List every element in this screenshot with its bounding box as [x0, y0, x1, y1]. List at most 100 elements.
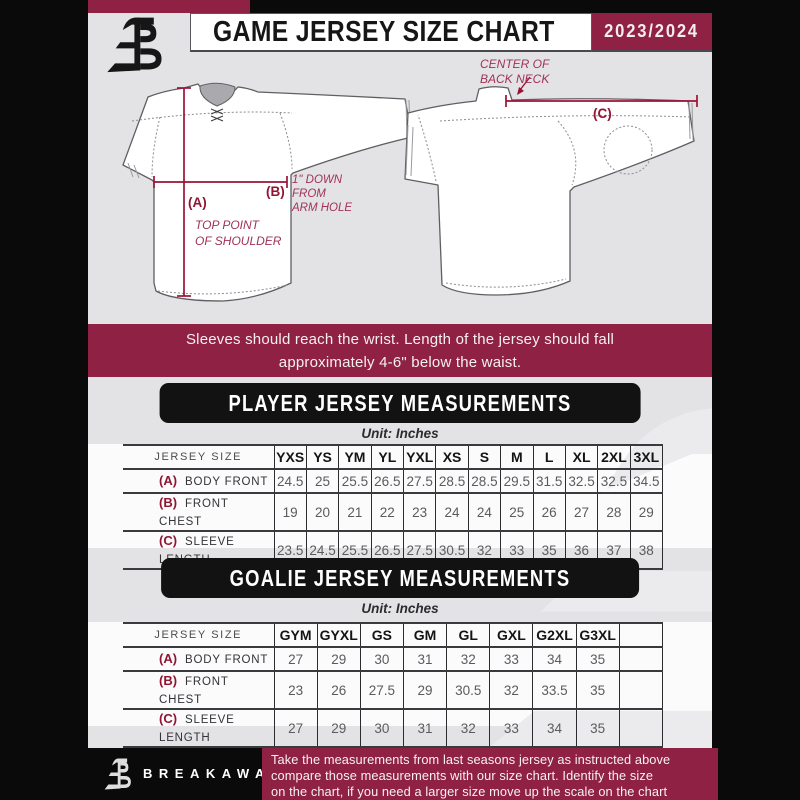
- note-a-line1: TOP POINT: [195, 218, 261, 232]
- value-cell: 33: [489, 646, 534, 672]
- note-b-line1: 1" DOWN: [292, 174, 343, 186]
- value-cell: 30.5: [446, 670, 491, 710]
- value-cell: 32: [446, 708, 491, 748]
- measurement-table: JERSEY SIZE YXS YS YM YL YXL XS S M L XL 2XL 3XL (A) B…: [123, 444, 664, 570]
- front-jersey-outline: [122, 82, 413, 302]
- table-row: (C) SLEEVE LENGTH 27 29 30 31 32 33 34 35: [123, 708, 664, 748]
- value-cell: 29: [402, 670, 448, 710]
- value-cell: 29: [629, 492, 664, 532]
- measure-line-c: [505, 95, 698, 107]
- label-c: (C): [593, 106, 612, 121]
- value-cell: 32: [489, 670, 534, 710]
- measurement-table: JERSEY SIZE GYM GYXL GS GM GL GXL G2XL G3XL (A) BO…: [123, 622, 664, 748]
- row-key: (B): [159, 673, 178, 688]
- goalie-section-title: GOALIE JERSEY MEASUREMENTS: [229, 564, 571, 591]
- season-box: 2023/2024: [592, 13, 712, 52]
- row-label-cell: (A) BODY FRONT: [123, 468, 274, 494]
- footer-line3: on the chart, if you need a larger size …: [271, 783, 668, 799]
- player-section-title: PLAYER JERSEY MEASUREMENTS: [228, 389, 572, 416]
- jersey-size-header-cell: JERSEY SIZE: [123, 622, 274, 648]
- value-cell: 32.5: [564, 468, 599, 494]
- value-cell: 26: [532, 492, 566, 532]
- value-cell: 24: [467, 492, 502, 532]
- size-header-cell: YS: [305, 444, 340, 470]
- back-jersey-seams: [417, 114, 693, 288]
- player-section-banner: PLAYER JERSEY MEASUREMENTS: [159, 383, 641, 423]
- value-cell: 30: [359, 708, 404, 748]
- table-row: (B) FRONT CHEST 19 20 21 22 23 24 24 25 26 27 28 29: [123, 492, 664, 532]
- value-cell: 30: [359, 646, 404, 672]
- value-cell: 29.5: [500, 468, 534, 494]
- brand-name: BREAKAWAY: [143, 766, 285, 781]
- value-cell: 25: [500, 492, 534, 532]
- size-header-cell: 2XL: [597, 444, 631, 470]
- table-row: (B) FRONT CHEST 23 26 27.5 29 30.5 32 33.5 35: [123, 670, 664, 710]
- footer-line2: compare those measurements with our size…: [271, 767, 654, 783]
- label-a: (A): [188, 195, 207, 210]
- footer-bar: BREAKAWAY Take the measurements from las…: [0, 748, 800, 800]
- note-c-line2: BACK NECK: [480, 72, 550, 86]
- value-cell: [618, 670, 664, 710]
- size-header-cell: YXL: [402, 444, 437, 470]
- size-header-cell: GS: [359, 622, 404, 648]
- fit-notice-line2: approximately 4-6" below the waist.: [278, 353, 522, 371]
- player-measurements-table: JERSEY SIZE YXS YS YM YL YXL XS S M L XL 2XL 3XL (A) B…: [123, 444, 664, 570]
- size-header-cell: [618, 622, 664, 648]
- value-cell: 27: [564, 492, 599, 532]
- row-key: (C): [159, 533, 178, 548]
- size-header-cell: GM: [402, 622, 448, 648]
- value-cell: 31.5: [532, 468, 566, 494]
- value-cell: 28.5: [467, 468, 502, 494]
- size-header-cell: XS: [435, 444, 469, 470]
- row-label-cell: (B) FRONT CHEST: [123, 492, 274, 532]
- size-header-cell: GYXL: [316, 622, 361, 648]
- note-b-line2: FROM: [292, 188, 326, 200]
- value-cell: 31: [402, 708, 448, 748]
- value-cell: 31: [402, 646, 448, 672]
- row-key: (B): [159, 495, 178, 510]
- label-b: (B): [266, 184, 285, 199]
- fit-notice-line1: Sleeves should reach the wrist. Length o…: [185, 330, 615, 348]
- fit-notice-banner: Sleeves should reach the wrist. Length o…: [88, 324, 712, 377]
- footer-line1: Take the measurements from last seasons …: [271, 752, 671, 767]
- measure-line-b: [153, 176, 288, 188]
- value-cell: 26: [316, 670, 361, 710]
- jersey-diagrams: (A) TOP POINT OF SHOULDER (B) 1" DOWN FR…: [122, 57, 698, 302]
- value-cell: 25.5: [338, 468, 372, 494]
- row-name: BODY FRONT: [185, 654, 269, 666]
- back-neck-pointer: [517, 76, 531, 95]
- row-key: (C): [159, 711, 178, 726]
- row-name: SLEEVE LENGTH: [159, 714, 235, 744]
- value-cell: 27.5: [359, 670, 404, 710]
- value-cell: 35: [575, 670, 620, 710]
- size-header-cell: XL: [564, 444, 599, 470]
- value-cell: 21: [338, 492, 372, 532]
- footer-brand: BREAKAWAY: [104, 757, 285, 790]
- top-accent-strip: [88, 0, 250, 13]
- value-cell: 29: [316, 646, 361, 672]
- size-header-cell: M: [500, 444, 534, 470]
- value-cell: 35: [575, 646, 620, 672]
- value-cell: 33.5: [532, 670, 577, 710]
- value-cell: 26.5: [370, 468, 405, 494]
- size-header-cell: 3XL: [629, 444, 664, 470]
- breakaway-logo-small-icon: [104, 757, 134, 790]
- value-cell: 34.5: [629, 468, 664, 494]
- table-header-row: JERSEY SIZE YXS YS YM YL YXL XS S M L XL 2XL 3XL: [123, 444, 664, 470]
- size-header-cell: YM: [338, 444, 372, 470]
- value-cell: 34: [532, 708, 577, 748]
- row-name: FRONT CHEST: [159, 498, 229, 528]
- value-cell: 35: [575, 708, 620, 748]
- value-cell: 23: [273, 670, 318, 710]
- back-jersey-outline: [404, 86, 695, 296]
- table-row: (A) BODY FRONT 27 29 30 31 32 33 34 35: [123, 646, 664, 672]
- note-a-line2: OF SHOULDER: [195, 234, 282, 248]
- size-header-cell: GYM: [273, 622, 318, 648]
- size-header-cell: L: [532, 444, 566, 470]
- front-jersey-seams: [131, 111, 293, 295]
- measure-line-a: [177, 87, 191, 297]
- season-label: 2023/2024: [604, 21, 700, 41]
- title-box: GAME JERSEY SIZE CHART: [190, 13, 592, 52]
- size-header-cell: YL: [370, 444, 405, 470]
- row-key: (A): [159, 651, 178, 666]
